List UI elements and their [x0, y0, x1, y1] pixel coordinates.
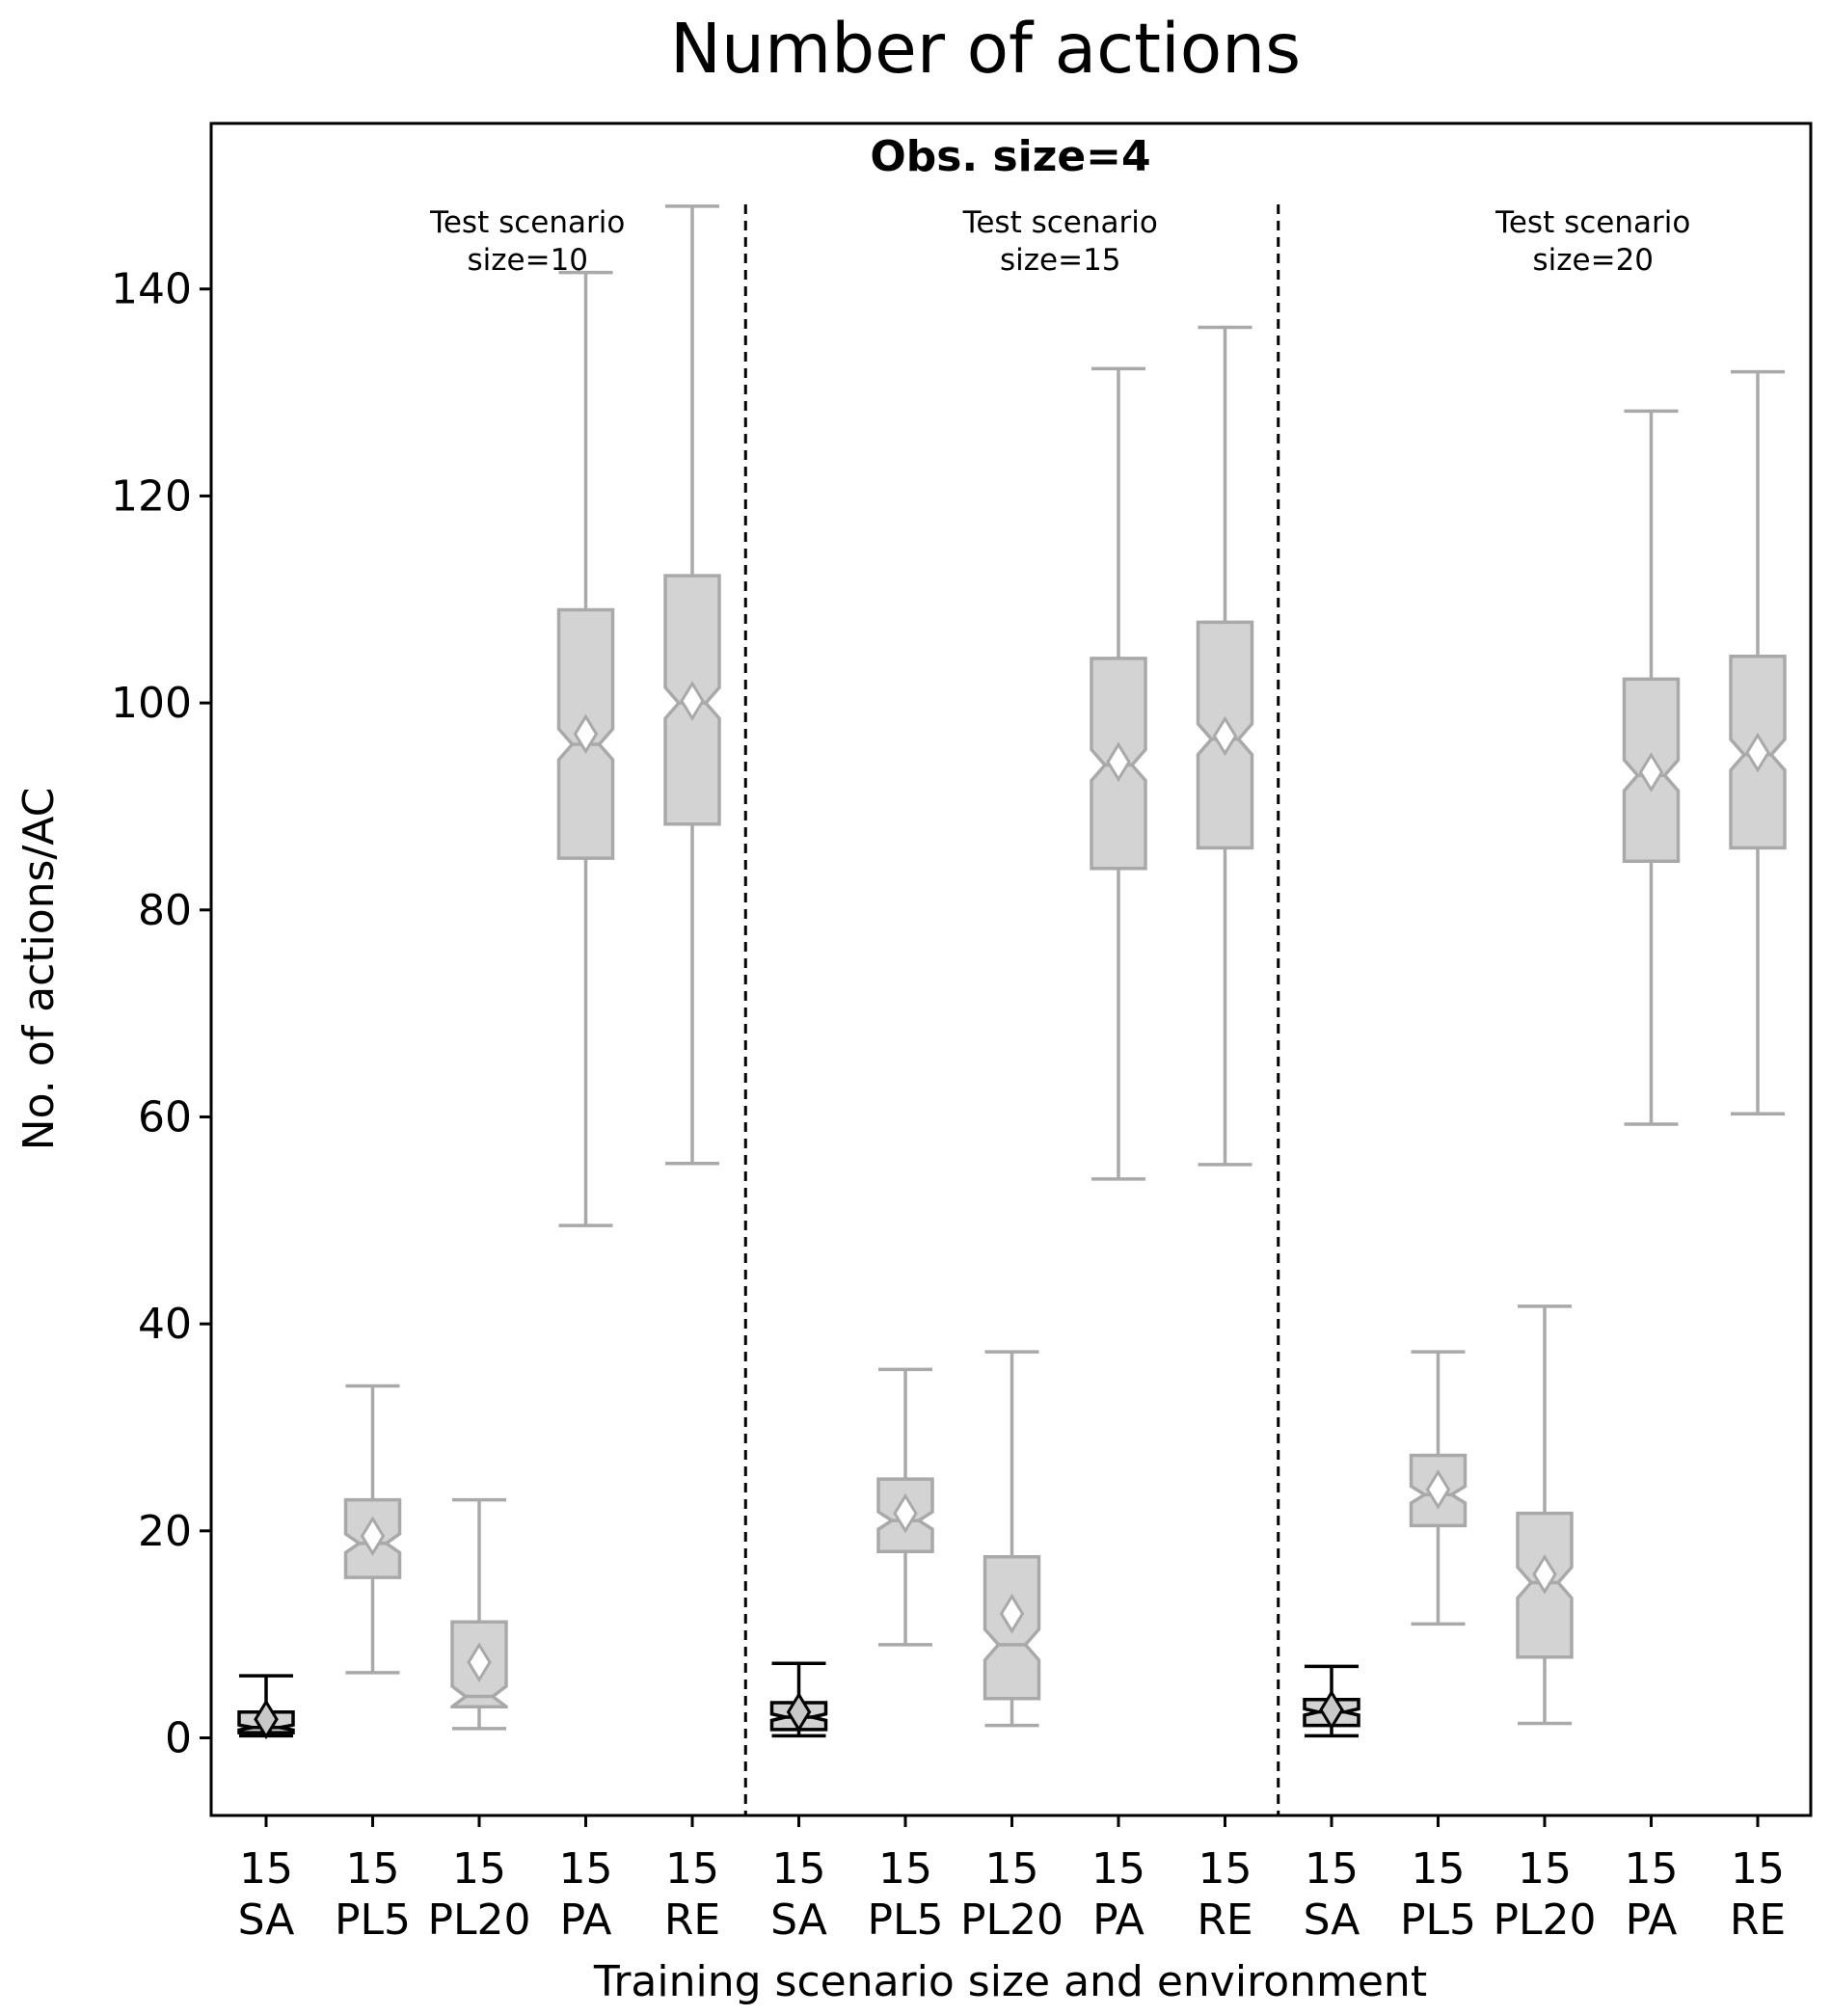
- x-tick-label-env: SA: [1304, 1895, 1360, 1945]
- mean-marker: [1319, 1689, 1344, 1731]
- box-sa: [1303, 1664, 1360, 1738]
- mean-marker: [1425, 1469, 1451, 1510]
- y-tick-label: 140: [111, 265, 192, 314]
- x-tick-label-env: SA: [770, 1895, 827, 1945]
- box-pa: [556, 270, 615, 1227]
- x-tick-label-env: PL20: [960, 1895, 1064, 1945]
- group-label-line2: size=20: [1532, 243, 1654, 278]
- x-tick-label-size: 15: [1091, 1844, 1145, 1894]
- panel-title: Obs. size=4: [870, 132, 1150, 181]
- box-sa: [769, 1661, 828, 1738]
- mean-marker: [1532, 1554, 1557, 1595]
- x-tick-label-env: PA: [1626, 1895, 1678, 1945]
- x-tick-label-env: PA: [560, 1895, 612, 1945]
- y-tick-label: 20: [138, 1507, 192, 1556]
- x-axis: 15SA15PL515PL2015PA15RE15SA15PL515PL2015…: [238, 1815, 1786, 1945]
- x-tick-label-size: 15: [346, 1844, 400, 1894]
- mean-marker: [573, 713, 599, 755]
- x-tick-label-env: PL5: [867, 1895, 943, 1945]
- mean-marker: [1638, 752, 1664, 793]
- box-re: [1729, 369, 1787, 1116]
- x-axis-label: Training scenario size and environment: [593, 1957, 1427, 2006]
- x-tick-label-env: PL20: [427, 1895, 530, 1945]
- y-tick-label: 100: [111, 679, 192, 728]
- y-axis: 0 20 40 60 80 100 120 140: [111, 265, 211, 1762]
- x-tick-label-size: 15: [1305, 1844, 1359, 1894]
- mean-marker: [1106, 741, 1131, 783]
- x-tick-label-size: 15: [559, 1844, 613, 1894]
- mean-marker: [893, 1492, 918, 1534]
- mean-marker: [1212, 715, 1238, 757]
- y-tick-label: 60: [138, 1092, 192, 1142]
- x-tick-label-env: RE: [664, 1895, 720, 1945]
- mean-marker: [680, 681, 705, 721]
- mean-marker: [467, 1642, 492, 1682]
- group-label-line2: size=15: [1000, 243, 1121, 278]
- group-label-line1: Test scenario: [429, 205, 625, 240]
- box-pl20: [450, 1497, 508, 1731]
- box-pa: [1622, 409, 1681, 1126]
- x-tick-label-size: 15: [878, 1844, 932, 1894]
- box-pl5: [1409, 1350, 1467, 1626]
- y-tick-label: 0: [165, 1713, 192, 1762]
- x-tick-label-size: 15: [1731, 1844, 1785, 1894]
- box-pl20: [1516, 1304, 1574, 1726]
- x-tick-label-size: 15: [1625, 1844, 1679, 1894]
- mean-marker: [360, 1516, 386, 1557]
- x-tick-label-env: PL5: [1400, 1895, 1476, 1945]
- x-tick-label-env: PL5: [335, 1895, 411, 1945]
- x-tick-label-env: RE: [1197, 1895, 1252, 1945]
- x-tick-label-env: RE: [1730, 1895, 1786, 1945]
- group-label-line1: Test scenario: [962, 205, 1158, 240]
- y-axis-label: No. of actions/AC: [14, 788, 64, 1151]
- mean-marker: [786, 1691, 812, 1733]
- y-tick-label: 40: [138, 1300, 192, 1349]
- x-tick-label-size: 15: [1198, 1844, 1252, 1894]
- box-pa: [1090, 366, 1147, 1181]
- y-tick-label: 120: [111, 471, 192, 521]
- box-pl5: [343, 1384, 402, 1675]
- x-tick-label-size: 15: [772, 1844, 826, 1894]
- x-tick-label-env: SA: [238, 1895, 295, 1945]
- mean-marker: [254, 1699, 279, 1740]
- box-re: [663, 204, 721, 1166]
- x-tick-label-size: 15: [985, 1844, 1039, 1894]
- box-pl5: [876, 1367, 934, 1647]
- chart-title: Number of actions: [670, 9, 1301, 89]
- plot-frame: [209, 121, 1813, 1817]
- group-label-line1: Test scenario: [1494, 205, 1690, 240]
- x-tick-label-size: 15: [239, 1844, 293, 1894]
- x-tick-label-env: PA: [1092, 1895, 1144, 1945]
- box-pl20: [983, 1350, 1041, 1728]
- x-tick-label-size: 15: [1412, 1844, 1466, 1894]
- x-tick-label-size: 15: [452, 1844, 506, 1894]
- mean-marker: [999, 1593, 1025, 1634]
- x-tick-label-env: PL20: [1493, 1895, 1596, 1945]
- y-tick-label: 80: [138, 886, 192, 935]
- x-tick-label-size: 15: [665, 1844, 719, 1894]
- box-sa: [237, 1674, 295, 1740]
- box-re: [1196, 325, 1254, 1167]
- mean-marker: [1745, 732, 1770, 773]
- x-tick-label-size: 15: [1518, 1844, 1572, 1894]
